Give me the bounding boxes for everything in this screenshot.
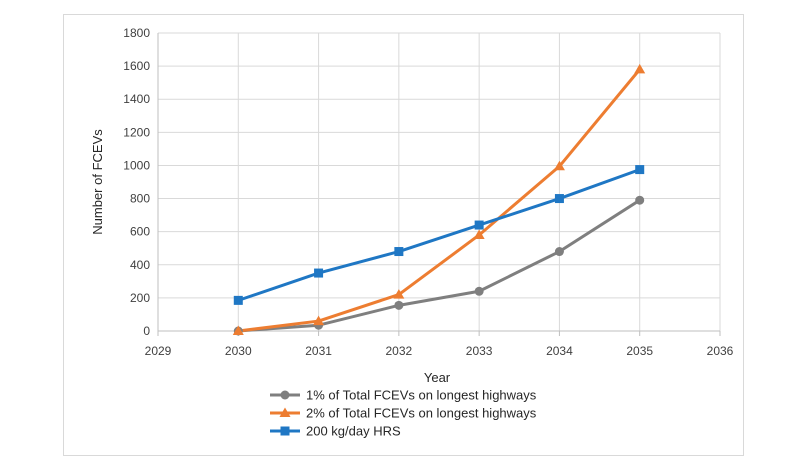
x-tick-label: 2035 xyxy=(626,344,653,358)
data-point-s2-2031 xyxy=(313,315,325,326)
data-point-s2-2033 xyxy=(473,229,485,239)
x-axis-title: Year xyxy=(424,370,451,385)
data-point-s3-2032 xyxy=(394,247,404,257)
data-point-s1-2034 xyxy=(554,247,564,257)
y-tick-label: 1200 xyxy=(123,125,150,139)
legend-label-2: 2% of Total FCEVs on longest highways xyxy=(306,406,537,421)
x-tick-label: 2031 xyxy=(305,344,332,358)
data-point-s2-2034 xyxy=(553,160,565,171)
y-tick-label: 200 xyxy=(130,291,150,305)
y-tick-label: 1400 xyxy=(123,92,150,106)
y-tick-label: 600 xyxy=(130,225,150,239)
x-tick-label: 2029 xyxy=(145,344,172,358)
series-line-1 xyxy=(236,198,642,333)
data-point-s1-2035 xyxy=(635,195,645,205)
y-tick-label: 1800 xyxy=(123,26,150,40)
legend-marker-1 xyxy=(280,390,290,400)
series-line-3 xyxy=(236,168,642,302)
axes xyxy=(157,33,721,336)
y-tick-label: 800 xyxy=(130,192,150,206)
y-tick-label: 0 xyxy=(143,324,150,338)
gridlines xyxy=(158,32,721,331)
data-point-s1-2032 xyxy=(394,300,404,310)
y-tick-label: 1000 xyxy=(123,158,150,172)
series-lines xyxy=(236,67,642,333)
data-point-s3-2031 xyxy=(314,268,324,278)
data-point-s3-2034 xyxy=(554,194,564,204)
data-point-s2-2035 xyxy=(634,63,646,74)
y-tick-label: 400 xyxy=(130,258,150,272)
data-point-s2-2032 xyxy=(393,289,405,299)
data-point-s3-2033 xyxy=(474,220,484,230)
data-point-s3-2035 xyxy=(635,165,645,175)
chart-frame xyxy=(63,14,744,456)
x-tick-labels: 2029 2030 2031 2032 2033 2034 2035 2036 xyxy=(145,344,734,358)
legend-marker-3 xyxy=(280,426,290,436)
data-point-s2-2030 xyxy=(232,325,244,335)
legend: 1% of Total FCEVs on longest highways 2% … xyxy=(270,388,537,439)
series-markers xyxy=(232,63,646,336)
legend-marker-2 xyxy=(279,407,291,417)
data-point-s3-2030 xyxy=(233,295,243,305)
x-tick-label: 2033 xyxy=(466,344,493,358)
y-tick-labels: 0 200 400 600 800 1000 1200 1400 1600 1800 xyxy=(123,26,150,338)
legend-label-3: 200 kg/day HRS xyxy=(306,424,401,439)
x-tick-label: 2034 xyxy=(546,344,573,358)
y-axis-title: Number of FCEVs xyxy=(90,129,105,235)
x-tick-label: 2036 xyxy=(707,344,734,358)
legend-label-1: 1% of Total FCEVs on longest highways xyxy=(306,388,537,403)
x-tick-label: 2030 xyxy=(225,344,252,358)
x-tick-label: 2032 xyxy=(386,344,413,358)
data-point-s1-2033 xyxy=(474,286,484,296)
y-tick-label: 1600 xyxy=(123,59,150,73)
series-line-2 xyxy=(236,67,642,333)
